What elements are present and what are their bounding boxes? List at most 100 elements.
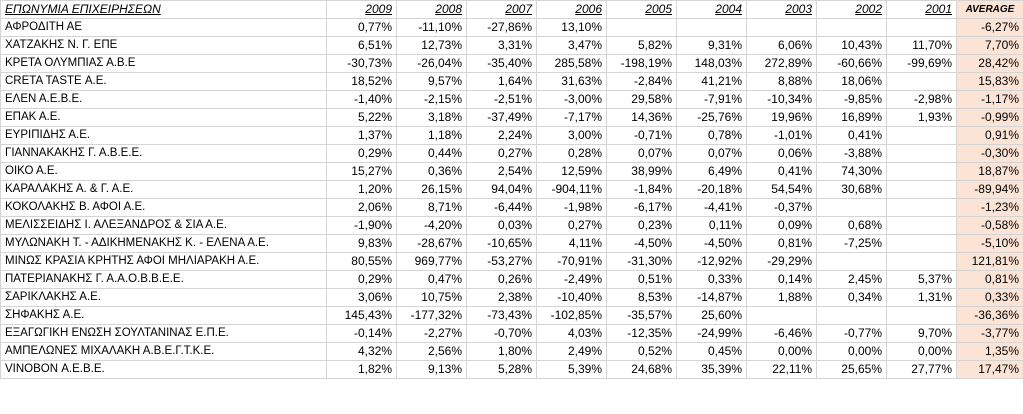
company-name-cell[interactable]: ΜΕΛΙΣΣΕΙΔΗΣ Ι. ΑΛΕΞΑΝΔΡΟΣ & ΣΙΑ Α.Ε. [0,216,327,235]
value-cell-2006[interactable]: -10,40% [536,288,607,307]
value-cell-2006[interactable]: -2,49% [536,270,607,289]
value-cell-2001[interactable]: 1,93% [886,108,957,127]
value-cell-2008[interactable]: 969,77% [396,252,467,271]
value-cell-2007[interactable]: 2,54% [466,162,537,181]
year-header-2007[interactable]: 2007 [466,0,537,19]
value-cell-2004[interactable]: -7,91% [676,90,747,109]
value-cell-2006[interactable]: 3,47% [536,36,607,55]
value-cell-2009[interactable]: 15,27% [326,162,397,181]
year-header-2008[interactable]: 2008 [396,0,467,19]
value-cell-2007[interactable]: -37,49% [466,108,537,127]
value-cell-2005[interactable]: -4,50% [606,234,677,253]
value-cell-2007[interactable]: 1,80% [466,342,537,361]
value-cell-2006[interactable]: -3,00% [536,90,607,109]
average-cell[interactable]: -1,17% [956,90,1023,109]
value-cell-2008[interactable]: 0,44% [396,144,467,163]
average-cell[interactable]: 18,87% [956,162,1023,181]
value-cell-2005[interactable]: 0,51% [606,270,677,289]
year-header-2004[interactable]: 2004 [676,0,747,19]
value-cell-2003[interactable] [746,306,817,325]
year-header-2001[interactable]: 2001 [886,0,957,19]
value-cell-2008[interactable]: 8,71% [396,198,467,217]
value-cell-2002[interactable]: 0,68% [816,216,887,235]
value-cell-2005[interactable]: -35,57% [606,306,677,325]
value-cell-2004[interactable]: 0,33% [676,270,747,289]
value-cell-2005[interactable]: -1,84% [606,180,677,199]
value-cell-2005[interactable]: -2,84% [606,72,677,91]
value-cell-2008[interactable]: -11,10% [396,18,467,37]
value-cell-2001[interactable]: 1,31% [886,288,957,307]
value-cell-2006[interactable]: 13,10% [536,18,607,37]
value-cell-2006[interactable]: -1,98% [536,198,607,217]
value-cell-2002[interactable]: 74,30% [816,162,887,181]
value-cell-2008[interactable]: -28,67% [396,234,467,253]
value-cell-2006[interactable]: 0,27% [536,216,607,235]
value-cell-2001[interactable] [886,126,957,145]
company-name-cell[interactable]: ΕΥΡΙΠΙΔΗΣ Α.Ε. [0,126,327,145]
value-cell-2001[interactable]: -99,69% [886,54,957,73]
value-cell-2004[interactable]: 6,49% [676,162,747,181]
average-cell[interactable]: 28,42% [956,54,1023,73]
value-cell-2008[interactable]: 1,18% [396,126,467,145]
value-cell-2006[interactable]: 0,28% [536,144,607,163]
value-cell-2009[interactable]: -0,14% [326,324,397,343]
value-cell-2005[interactable]: -0,71% [606,126,677,145]
value-cell-2009[interactable]: 0,29% [326,144,397,163]
value-cell-2002[interactable]: 30,68% [816,180,887,199]
value-cell-2002[interactable] [816,198,887,217]
value-cell-2007[interactable]: 5,28% [466,360,537,379]
value-cell-2003[interactable]: -10,34% [746,90,817,109]
value-cell-2009[interactable]: 145,43% [326,306,397,325]
value-cell-2009[interactable]: 6,51% [326,36,397,55]
value-cell-2008[interactable]: 10,75% [396,288,467,307]
year-header-2009[interactable]: 2009 [326,0,397,19]
value-cell-2002[interactable]: 18,06% [816,72,887,91]
value-cell-2009[interactable]: -1,40% [326,90,397,109]
average-cell[interactable]: -0,99% [956,108,1023,127]
average-cell[interactable]: 7,70% [956,36,1023,55]
value-cell-2005[interactable]: 14,36% [606,108,677,127]
value-cell-2008[interactable]: -2,15% [396,90,467,109]
value-cell-2002[interactable]: 2,45% [816,270,887,289]
value-cell-2005[interactable]: -12,35% [606,324,677,343]
value-cell-2005[interactable]: 29,58% [606,90,677,109]
value-cell-2003[interactable]: 272,89% [746,54,817,73]
value-cell-2006[interactable]: 285,58% [536,54,607,73]
value-cell-2007[interactable]: -6,44% [466,198,537,217]
company-name-cell[interactable]: ΣΑΡΙΚΛΑΚΗΣ Α.Ε. [0,288,327,307]
average-cell[interactable]: 121,81% [956,252,1023,271]
value-cell-2009[interactable]: 0,29% [326,270,397,289]
value-cell-2007[interactable]: -35,40% [466,54,537,73]
value-cell-2004[interactable]: 0,78% [676,126,747,145]
value-cell-2005[interactable]: 0,52% [606,342,677,361]
value-cell-2005[interactable]: 8,53% [606,288,677,307]
value-cell-2005[interactable] [606,18,677,37]
value-cell-2006[interactable]: -904,11% [536,180,607,199]
company-name-cell[interactable]: ΑΜΠΕΛΩΝΕΣ ΜΙΧΑΛΑΚΗ Α.Β.Ε.Γ.Τ.Κ.Ε. [0,342,327,361]
value-cell-2005[interactable]: 0,07% [606,144,677,163]
value-cell-2003[interactable]: 1,88% [746,288,817,307]
average-cell[interactable]: -0,30% [956,144,1023,163]
value-cell-2007[interactable]: -27,86% [466,18,537,37]
value-cell-2006[interactable]: 12,59% [536,162,607,181]
value-cell-2008[interactable]: 9,57% [396,72,467,91]
value-cell-2002[interactable]: 0,34% [816,288,887,307]
value-cell-2001[interactable] [886,198,957,217]
value-cell-2006[interactable]: 5,39% [536,360,607,379]
value-cell-2004[interactable] [676,18,747,37]
value-cell-2008[interactable]: -26,04% [396,54,467,73]
value-cell-2008[interactable]: -177,32% [396,306,467,325]
company-name-cell[interactable]: ΚΡΕΤΑ ΟΛΥΜΠΙΑΣ Α.Β.Ε [0,54,327,73]
value-cell-2005[interactable]: -6,17% [606,198,677,217]
value-cell-2001[interactable] [886,234,957,253]
company-name-cell[interactable]: ΑΦΡΟΔΙΤΗ ΑΕ [0,18,327,37]
value-cell-2007[interactable]: -2,51% [466,90,537,109]
value-cell-2003[interactable]: 19,96% [746,108,817,127]
average-cell[interactable]: -0,58% [956,216,1023,235]
average-cell[interactable]: -36,36% [956,306,1023,325]
value-cell-2005[interactable]: -31,30% [606,252,677,271]
value-cell-2004[interactable]: -4,41% [676,198,747,217]
value-cell-2007[interactable]: -10,65% [466,234,537,253]
value-cell-2007[interactable]: 0,27% [466,144,537,163]
value-cell-2007[interactable]: -0,70% [466,324,537,343]
